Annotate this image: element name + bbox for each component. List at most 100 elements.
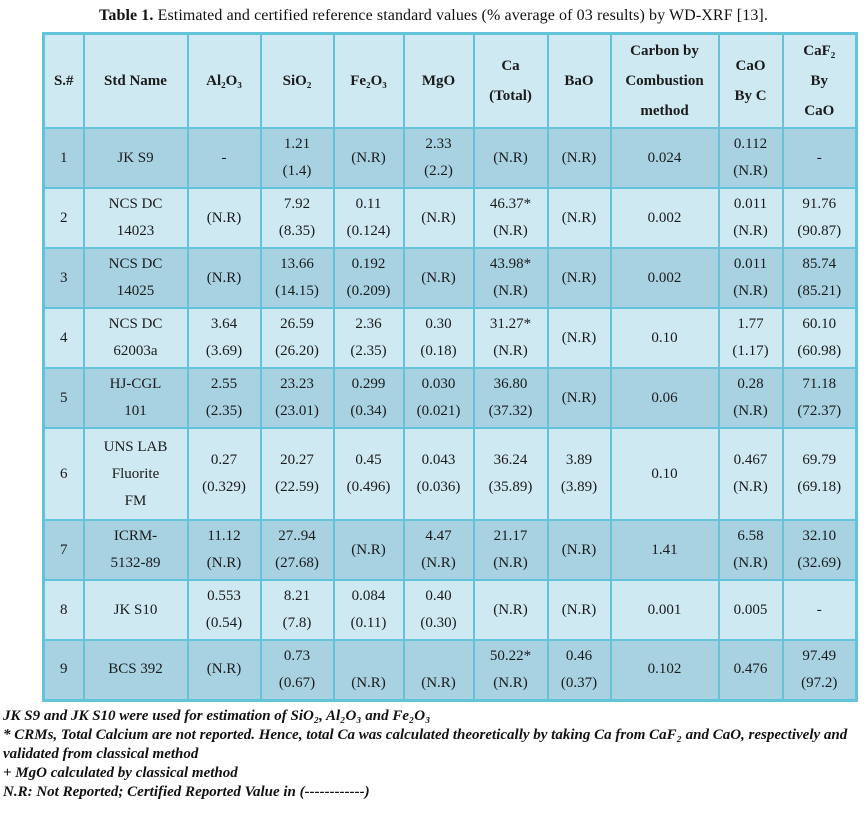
table-row: 1 JK S9 - 1.21 (1.4) (N.R) 2.33 (2.2) (N… xyxy=(42,127,858,189)
table-cell: (N.R) xyxy=(546,187,612,249)
table-cell: (N.R) xyxy=(472,579,549,641)
col-header-ca-total: Ca (Total) xyxy=(472,32,549,129)
std-name-cell: NCS DC 14023 xyxy=(82,187,189,249)
table-cell: (N.R) xyxy=(186,187,262,249)
table-cell: (N.R) xyxy=(546,127,612,189)
table-cell: 26.59 (26.20) xyxy=(259,307,335,369)
col-header-snum: S.# xyxy=(42,32,85,129)
std-name-cell: ICRM- 5132-89 xyxy=(82,519,189,581)
col-header-al2o3: Al₂O₃ xyxy=(186,32,262,129)
col-header-std-name: Std Name xyxy=(82,32,189,129)
table-cell: 0.011 (N.R) xyxy=(717,187,784,249)
table-cell: 0.102 xyxy=(609,639,720,701)
table-cell: 2.55 (2.35) xyxy=(186,367,262,429)
table-cell: 71.18 (72.37) xyxy=(781,367,858,429)
table-cell: 91.76 (90.87) xyxy=(781,187,858,249)
col-header-sio2: SiO₂ xyxy=(259,32,335,129)
table-row: 5 HJ-CGL 101 2.55 (2.35) 23.23 (23.01) 0… xyxy=(42,367,858,429)
table-cell: 0.553 (0.54) xyxy=(186,579,262,641)
col-header-cao-by-c: CaO By C xyxy=(717,32,784,129)
table-cell: (N.R) xyxy=(546,247,612,309)
table-cell: 0.73 (0.67) xyxy=(259,639,335,701)
table-cell: 23.23 (23.01) xyxy=(259,367,335,429)
table-cell: 3.64 (3.69) xyxy=(186,307,262,369)
table-cell: 0.40 (0.30) xyxy=(402,579,475,641)
table-row: 2 NCS DC 14023 (N.R) 7.92 (8.35) 0.11 (0… xyxy=(42,187,858,249)
table-row: 7 ICRM- 5132-89 11.12 (N.R) 27..94 (27.6… xyxy=(42,519,858,581)
table-cell: 0.011 (N.R) xyxy=(717,247,784,309)
row-number-cell: 8 xyxy=(42,579,85,641)
table-cell: (N.R) xyxy=(472,127,549,189)
reference-standards-table: S.# Std Name Al₂O₃ SiO₂ Fe₂O₃ MgO Ca (To… xyxy=(42,32,858,702)
table-cell: 1.21 (1.4) xyxy=(259,127,335,189)
table-cell: 2.36 (2.35) xyxy=(332,307,405,369)
table-cell: 0.002 xyxy=(609,187,720,249)
footnotes: JK S9 and JK S10 were used for estimatio… xyxy=(3,707,863,803)
table-cell: - xyxy=(781,127,858,189)
col-header-fe2o3: Fe₂O₃ xyxy=(332,32,405,129)
table-cell: (N.R) xyxy=(402,639,475,701)
table-cell: 7.92 (8.35) xyxy=(259,187,335,249)
table-cell: 0.192 (0.209) xyxy=(332,247,405,309)
table-cell: (N.R) xyxy=(546,367,612,429)
table-cell: 0.030 (0.021) xyxy=(402,367,475,429)
table-cell: (N.R) xyxy=(402,187,475,249)
table-cell: 0.10 xyxy=(609,427,720,521)
footnote: JK S9 and JK S10 were used for estimatio… xyxy=(3,707,431,724)
table-cell: (N.R) xyxy=(332,519,405,581)
table-cell: 13.66 (14.15) xyxy=(259,247,335,309)
std-name-cell: BCS 392 xyxy=(82,639,189,701)
table-title: Table 1. Estimated and certified referen… xyxy=(0,0,867,25)
table-cell: 0.084 (0.11) xyxy=(332,579,405,641)
col-header-caf2-by-cao: CaF₂ By CaO xyxy=(781,32,858,129)
row-number-cell: 9 xyxy=(42,639,85,701)
row-number-cell: 1 xyxy=(42,127,85,189)
table-cell: 0.043 (0.036) xyxy=(402,427,475,521)
footnote: + MgO calculated by classical method xyxy=(3,765,238,782)
table-cell: - xyxy=(186,127,262,189)
table-cell: 0.112 (N.R) xyxy=(717,127,784,189)
table-cell: 36.24 (35.89) xyxy=(472,427,549,521)
table-cell: 0.005 xyxy=(717,579,784,641)
table-cell: (N.R) xyxy=(546,579,612,641)
table-cell: 6.58 (N.R) xyxy=(717,519,784,581)
row-number-cell: 3 xyxy=(42,247,85,309)
table-cell: - xyxy=(781,579,858,641)
table-cell: 3.89 (3.89) xyxy=(546,427,612,521)
table-cell: 31.27* (N.R) xyxy=(472,307,549,369)
table-cell: 0.45 (0.496) xyxy=(332,427,405,521)
table-cell: 0.299 (0.34) xyxy=(332,367,405,429)
table-cell: 27..94 (27.68) xyxy=(259,519,335,581)
table-cell: 85.74 (85.21) xyxy=(781,247,858,309)
table-row: 8 JK S10 0.553 (0.54) 8.21 (7.8) 0.084 (… xyxy=(42,579,858,641)
table-cell: 0.476 xyxy=(717,639,784,701)
table-cell: 0.06 xyxy=(609,367,720,429)
table-cell: 50.22* (N.R) xyxy=(472,639,549,701)
table-row: 3 NCS DC 14025 (N.R) 13.66 (14.15) 0.192… xyxy=(42,247,858,309)
table-cell: (N.R) xyxy=(402,247,475,309)
std-name-cell: NCS DC 62003a xyxy=(82,307,189,369)
table-cell: (N.R) xyxy=(186,639,262,701)
footnote: N.R: Not Reported; Certified Reported Va… xyxy=(3,784,370,801)
table-cell: 69.79 (69.18) xyxy=(781,427,858,521)
col-header-bao: BaO xyxy=(546,32,612,129)
table-cell: 0.46 (0.37) xyxy=(546,639,612,701)
table-cell: 8.21 (7.8) xyxy=(259,579,335,641)
table-cell: (N.R) xyxy=(332,127,405,189)
table-cell: 0.28 (N.R) xyxy=(717,367,784,429)
table-cell: 20.27 (22.59) xyxy=(259,427,335,521)
row-number-cell: 2 xyxy=(42,187,85,249)
col-header-mgo: MgO xyxy=(402,32,475,129)
header-row: S.# Std Name Al₂O₃ SiO₂ Fe₂O₃ MgO Ca (To… xyxy=(42,32,858,129)
table-cell: (N.R) xyxy=(186,247,262,309)
table-cell: 2.33 (2.2) xyxy=(402,127,475,189)
table-title-label: Table 1. xyxy=(99,7,154,24)
table-cell: (N.R) xyxy=(332,639,405,701)
std-name-cell: UNS LAB Fluorite FM xyxy=(82,427,189,521)
table-cell: 97.49 (97.2) xyxy=(781,639,858,701)
table-cell: 1.77 (1.17) xyxy=(717,307,784,369)
table-cell: 21.17 (N.R) xyxy=(472,519,549,581)
std-name-cell: HJ-CGL 101 xyxy=(82,367,189,429)
table-cell: (N.R) xyxy=(546,519,612,581)
